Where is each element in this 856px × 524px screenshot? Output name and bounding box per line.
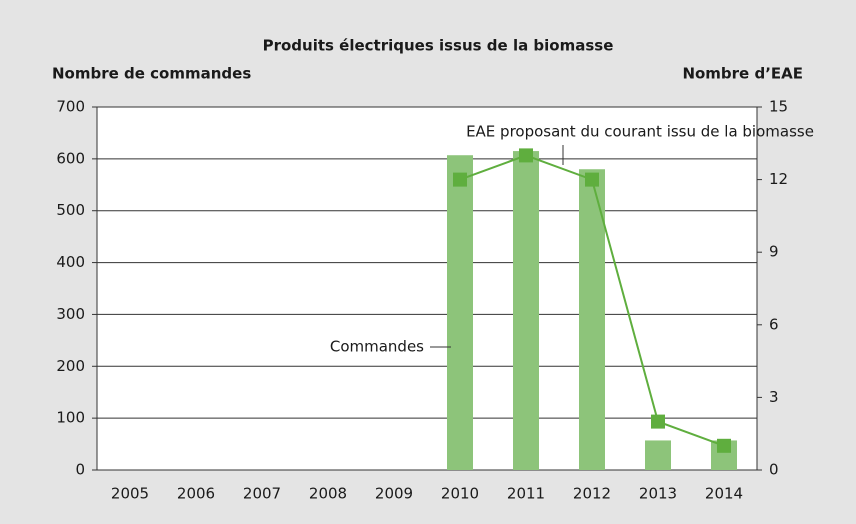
x-tick-label: 2013 bbox=[639, 485, 677, 503]
plot-area bbox=[96, 106, 758, 471]
y2-tick-label: 6 bbox=[769, 315, 779, 333]
y2-axis-label: Nombre d’EAE bbox=[682, 65, 803, 83]
y-tick-label: 700 bbox=[56, 98, 85, 116]
marker bbox=[453, 172, 467, 187]
bar bbox=[513, 151, 539, 471]
x-tick-label: 2007 bbox=[243, 485, 281, 503]
marker bbox=[519, 148, 533, 163]
y-tick-label: 100 bbox=[56, 409, 85, 427]
y2-tick-label: 15 bbox=[769, 98, 788, 116]
y-tick-label: 300 bbox=[56, 305, 85, 323]
y2-tick-label: 3 bbox=[769, 388, 779, 406]
x-tick-label: 2014 bbox=[705, 485, 743, 503]
marker bbox=[651, 414, 665, 429]
y-axis-label: Nombre de commandes bbox=[52, 65, 251, 83]
y-tick-label: 600 bbox=[56, 149, 85, 167]
chart-title: Produits électriques issus de la biomass… bbox=[263, 37, 614, 55]
x-tick-label: 2005 bbox=[111, 485, 149, 503]
bar bbox=[645, 440, 671, 470]
x-tick-label: 2006 bbox=[177, 485, 215, 503]
y2-tick-label: 0 bbox=[769, 461, 779, 479]
bar bbox=[447, 155, 473, 470]
y-tick-label: 400 bbox=[56, 253, 85, 271]
marker bbox=[717, 438, 731, 453]
x-tick-label: 2012 bbox=[573, 485, 611, 503]
y-tick-label: 0 bbox=[75, 461, 85, 479]
y2-tick-label: 9 bbox=[769, 243, 779, 261]
x-tick-label: 2009 bbox=[375, 485, 413, 503]
y2-tick-label: 12 bbox=[769, 170, 788, 188]
series-label: Commandes bbox=[330, 338, 424, 356]
x-tick-label: 2011 bbox=[507, 485, 545, 503]
y-tick-label: 200 bbox=[56, 357, 85, 375]
bar bbox=[579, 169, 605, 470]
y-tick-label: 500 bbox=[56, 201, 85, 219]
x-tick-label: 2010 bbox=[441, 485, 479, 503]
marker bbox=[585, 172, 599, 187]
series-label: EAE proposant du courant issu de la biom… bbox=[466, 123, 814, 141]
x-tick-label: 2008 bbox=[309, 485, 347, 503]
